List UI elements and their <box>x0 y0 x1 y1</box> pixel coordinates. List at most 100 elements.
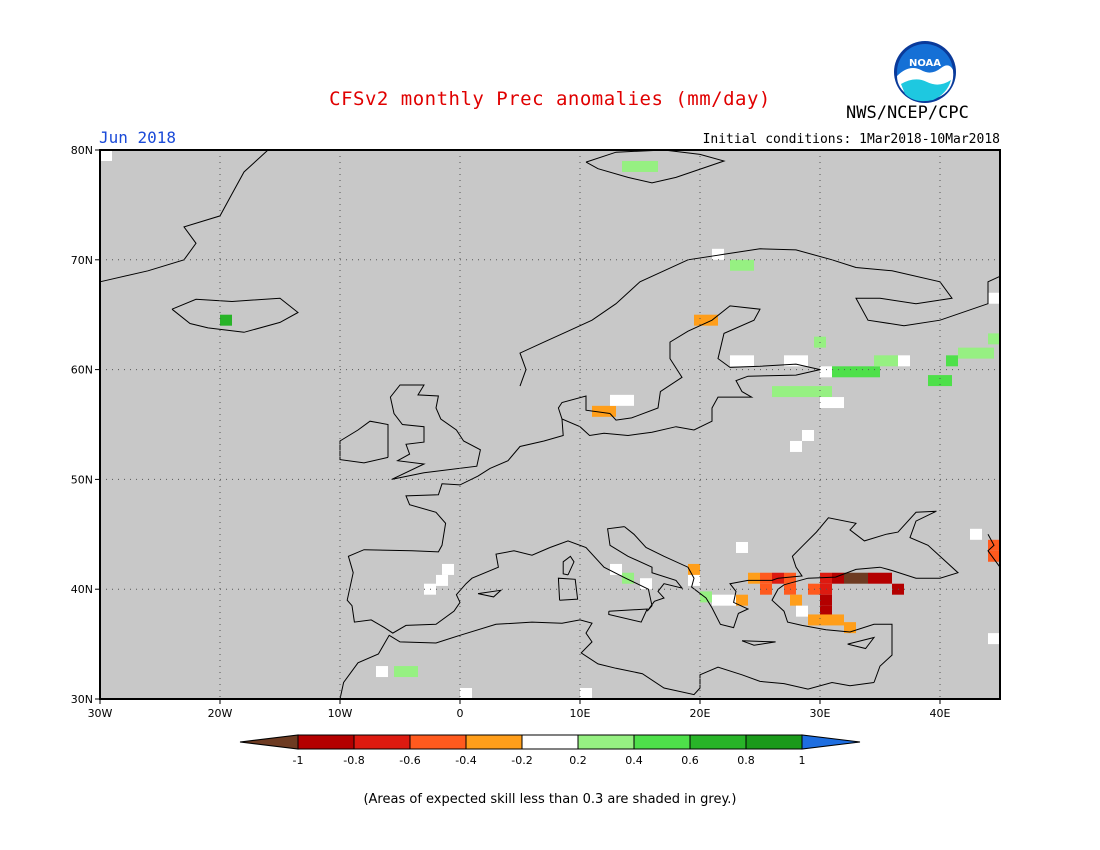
anomaly-cell <box>844 366 856 378</box>
colorbar-swatch <box>633 734 691 750</box>
island <box>557 577 579 601</box>
anomaly-cell <box>784 355 796 367</box>
anomaly-cell <box>940 375 952 387</box>
forecast-period: Jun 2018 <box>99 128 177 147</box>
anomaly-cell <box>844 622 856 634</box>
island <box>477 589 503 598</box>
anomaly-cell <box>856 572 868 584</box>
anomaly-cell <box>898 355 910 367</box>
anomaly-cell <box>844 572 856 584</box>
colorbar-swatch <box>689 734 747 750</box>
anomaly-cell <box>394 666 406 678</box>
coastline <box>987 534 1001 568</box>
anomaly-cell <box>436 574 448 586</box>
anomaly-cell <box>820 594 832 606</box>
anomaly-cell <box>928 375 940 387</box>
coastline <box>609 305 821 421</box>
anomaly-cell <box>604 405 616 417</box>
anomaly-cell <box>970 528 982 540</box>
anomaly-cell <box>730 259 742 271</box>
coastline <box>346 418 564 634</box>
colorbar-label: -0.6 <box>399 754 420 767</box>
map-background <box>100 150 1000 699</box>
anomaly-cell <box>646 160 658 172</box>
coastline <box>339 420 389 464</box>
x-tick-label: 0 <box>457 707 464 720</box>
anomaly-cell <box>610 394 622 406</box>
anomaly-cell <box>640 578 652 590</box>
colorbar-arrow-high <box>801 734 861 750</box>
anomaly-cell <box>796 386 808 398</box>
anomaly-cell <box>790 440 802 452</box>
colorbar-label: 0.4 <box>625 754 643 767</box>
initial-conditions: Initial conditions: 1Mar2018-10Mar2018 <box>702 132 1000 147</box>
anomaly-cell <box>946 355 958 367</box>
colorbar-label: 1 <box>799 754 806 767</box>
y-axis-ticks: 80N 70N 60N 50N 40N 30N <box>71 144 100 706</box>
anomaly-cell <box>694 314 706 326</box>
colorbar-label: -0.2 <box>511 754 532 767</box>
anomaly-cell <box>832 366 844 378</box>
noaa-logo-icon: NOAA <box>894 41 956 103</box>
agency-label: NWS/NCEP/CPC <box>846 103 969 123</box>
colorbar-swatch <box>297 734 355 750</box>
anomaly-cell <box>442 563 454 575</box>
y-tick-label: 30N <box>71 693 93 706</box>
anomaly-cell <box>970 347 982 359</box>
chart-title: CFSv2 monthly Prec anomalies (mm/day) <box>329 88 771 110</box>
anomaly-cell <box>772 386 784 398</box>
y-tick-label: 50N <box>71 473 93 486</box>
coastlines <box>99 149 1001 700</box>
anomaly-cell <box>820 366 832 378</box>
anomaly-cell <box>712 594 724 606</box>
anomaly-cell <box>886 355 898 367</box>
x-tick-label: 20W <box>208 707 233 720</box>
anomaly-cell <box>742 259 754 271</box>
anomaly-cell <box>808 614 820 626</box>
coastline <box>624 526 779 629</box>
anomaly-cell <box>634 160 646 172</box>
anomaly-cell <box>820 572 832 584</box>
anomaly-cell <box>688 563 700 575</box>
x-tick-label: 30W <box>88 707 113 720</box>
anomaly-cell <box>820 397 832 409</box>
anomaly-cell <box>868 572 880 584</box>
anomaly-cell <box>982 347 994 359</box>
anomaly-cell <box>988 333 1000 345</box>
y-tick-label: 60N <box>71 364 93 377</box>
anomaly-cell <box>730 355 742 367</box>
x-tick-label: 10W <box>328 707 353 720</box>
x-tick-label: 10E <box>570 707 591 720</box>
anomaly-cell <box>784 386 796 398</box>
anomaly-cell <box>988 633 1000 645</box>
coastline <box>99 149 269 283</box>
anomaly-cell <box>832 572 844 584</box>
coastline <box>519 248 833 387</box>
coastline <box>171 297 299 333</box>
anomaly-cell <box>880 572 892 584</box>
anomaly-cell <box>808 386 820 398</box>
anomaly-cell <box>820 605 832 617</box>
x-tick-label: 40E <box>930 707 951 720</box>
y-tick-label: 40N <box>71 583 93 596</box>
anomaly-cell <box>724 594 736 606</box>
anomaly-cell <box>220 314 232 326</box>
svg-text:NOAA: NOAA <box>909 58 941 69</box>
anomaly-cell <box>820 386 832 398</box>
colorbar-label: 0.8 <box>737 754 755 767</box>
anomaly-cell <box>802 429 814 441</box>
colorbar-label: -0.8 <box>343 754 364 767</box>
gridlines <box>100 150 1000 699</box>
anomaly-cell <box>988 550 1000 562</box>
y-tick-label: 80N <box>71 144 93 157</box>
colorbar-swatch <box>409 734 467 750</box>
anomaly-cell <box>760 572 772 584</box>
anomaly-cell <box>592 405 604 417</box>
anomaly-cell <box>832 397 844 409</box>
colorbar-label: -0.4 <box>455 754 476 767</box>
colorbar-swatch <box>521 734 579 750</box>
colorbar-swatch <box>353 734 411 750</box>
anomaly-cell <box>988 292 1000 304</box>
coastline <box>339 619 875 700</box>
